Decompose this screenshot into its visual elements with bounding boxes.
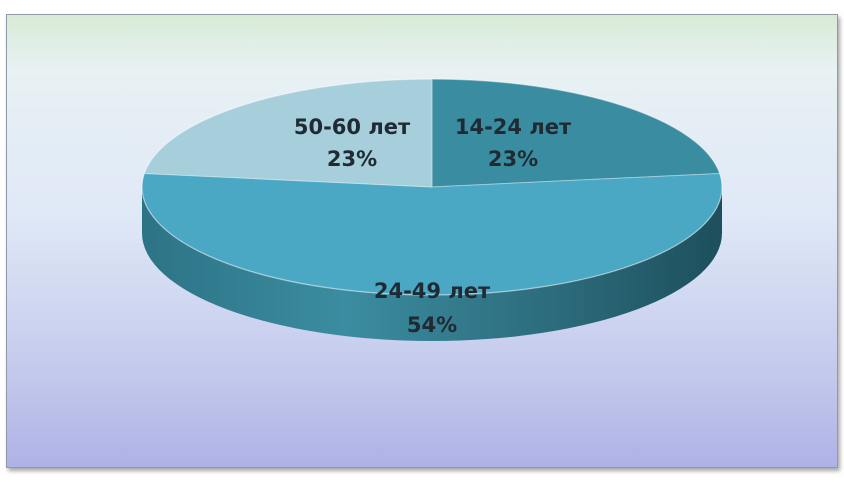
pie-side: [142, 187, 722, 341]
slice-14-24: [431, 78, 721, 188]
value-50-60: 23%: [327, 147, 377, 171]
label-50-60: 50-60 лет: [294, 115, 411, 139]
value-14-24: 23%: [488, 147, 538, 171]
value-24-49: 54%: [407, 313, 457, 337]
slice-24-49: [141, 172, 723, 296]
pie-top-edge: [141, 78, 723, 296]
label-14-24: 14-24 лет: [455, 115, 572, 139]
label-24-49: 24-49 лет: [374, 279, 491, 303]
slice-50-60: [143, 78, 433, 188]
